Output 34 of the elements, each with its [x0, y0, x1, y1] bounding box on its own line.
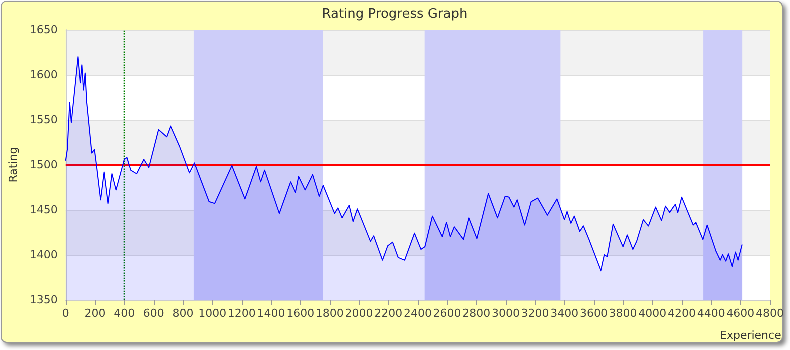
x-tick-label: 1400 — [257, 307, 286, 320]
x-tick-label: 1200 — [228, 307, 256, 320]
x-tick-label: 2400 — [404, 307, 432, 320]
x-tick-label: 4000 — [638, 307, 667, 320]
y-tick-label: 1550 — [30, 114, 58, 126]
y-tick-label: 1400 — [30, 248, 58, 262]
x-tick-label: 1600 — [286, 307, 315, 320]
x-tick-label: 4400 — [697, 307, 726, 320]
x-tick-label: 2000 — [345, 307, 374, 320]
x-tick-label: 3400 — [550, 307, 579, 320]
x-tick-label: 200 — [84, 307, 106, 320]
x-tick-label: 1000 — [198, 307, 227, 320]
x-tick-label: 400 — [114, 307, 136, 320]
x-tick-label: 4200 — [668, 307, 696, 320]
x-tick-label: 3000 — [492, 307, 520, 320]
y-axis-title: Rating — [7, 147, 20, 183]
y-tick-label: 1650 — [30, 24, 58, 36]
x-tick-label: 3600 — [580, 307, 608, 320]
x-axis-title: Experience — [720, 329, 782, 342]
x-tick-label: 2600 — [433, 307, 462, 320]
chart-title: Rating Progress Graph — [322, 7, 468, 22]
y-tick-label: 1350 — [30, 294, 58, 306]
y-tick-label: 1500 — [30, 158, 58, 172]
x-tick-label: 3800 — [609, 307, 638, 320]
x-tick-label: 2200 — [374, 307, 403, 320]
y-tick-label: 1600 — [30, 68, 58, 82]
x-tick-label: 2800 — [462, 307, 491, 320]
x-tick-label: 4600 — [726, 307, 755, 320]
x-tick-label: 600 — [143, 307, 164, 320]
x-tick-label: 800 — [172, 307, 194, 320]
y-tick-label: 1450 — [30, 204, 58, 216]
x-tick-label: 3200 — [521, 307, 550, 320]
x-tick-label: 0 — [62, 307, 70, 320]
x-tick-label: 1800 — [316, 307, 344, 320]
